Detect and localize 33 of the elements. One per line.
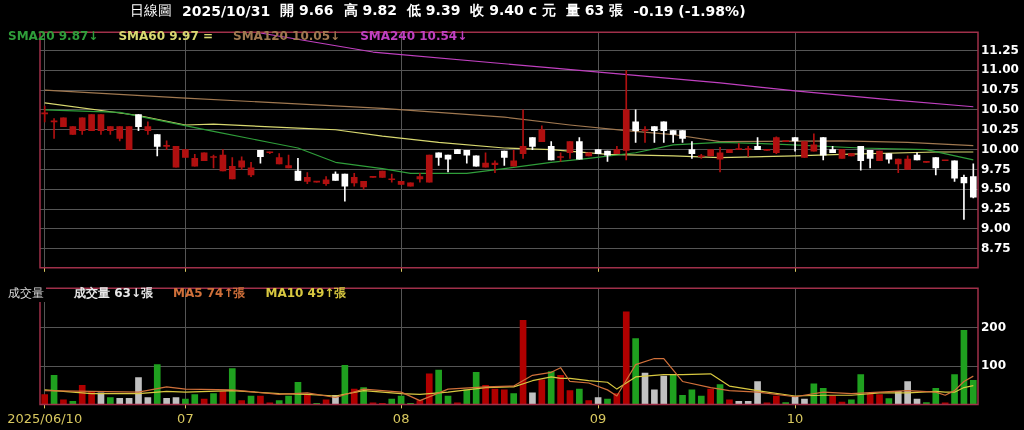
chart-title: 日線圖 (130, 2, 172, 20)
y-tick-label: 9.25 (981, 201, 1011, 216)
x-tick-label: 09 (589, 410, 607, 426)
text: -0.19 (-1.98%) (633, 3, 746, 19)
text: 開 9.66 (280, 2, 334, 20)
y-tick-label: 11.00 (981, 62, 1019, 77)
y-tick-label: 9.50 (981, 181, 1011, 196)
x-tick-label: 08 (392, 410, 410, 426)
text: SMA120 10.05↓ (232, 29, 342, 43)
y-tick-label: 10.50 (981, 102, 1019, 117)
x-tick-label: 07 (177, 410, 194, 426)
y-tick-label: 9.00 (981, 221, 1011, 236)
chart-title: 成交量 (6, 285, 46, 302)
y-tick-label: 11.25 (981, 42, 1019, 57)
text: MA5 74↑張 (171, 285, 247, 302)
x-tick-label: 2025/06/10 (7, 410, 83, 426)
chart-subtitle: 2025/10/31 (182, 3, 271, 19)
y-tick-label: 9.75 (981, 161, 1011, 176)
y-tick-label: 10.75 (981, 82, 1019, 97)
text: 成交量 63↓張 (73, 285, 154, 302)
text: 高 9.82 (343, 2, 397, 20)
text: MA10 49↑張 (264, 285, 348, 302)
y-tick-label: 8.75 (981, 240, 1011, 255)
text: SMA60 9.97 = (117, 29, 214, 43)
y-tick-label: 200 (981, 320, 1007, 335)
text: 收 9.40 c 元 (470, 2, 556, 20)
y-tick-label: 10.25 (981, 121, 1019, 136)
text: 量 63 張 (565, 2, 624, 20)
text: 低 9.39 (407, 2, 461, 20)
y-tick-label: 100 (981, 358, 1007, 373)
x-tick-label: 10 (786, 410, 804, 426)
series-label: SMA240 10.54↓ (359, 29, 469, 43)
y-tick-label: 10.00 (981, 141, 1019, 156)
